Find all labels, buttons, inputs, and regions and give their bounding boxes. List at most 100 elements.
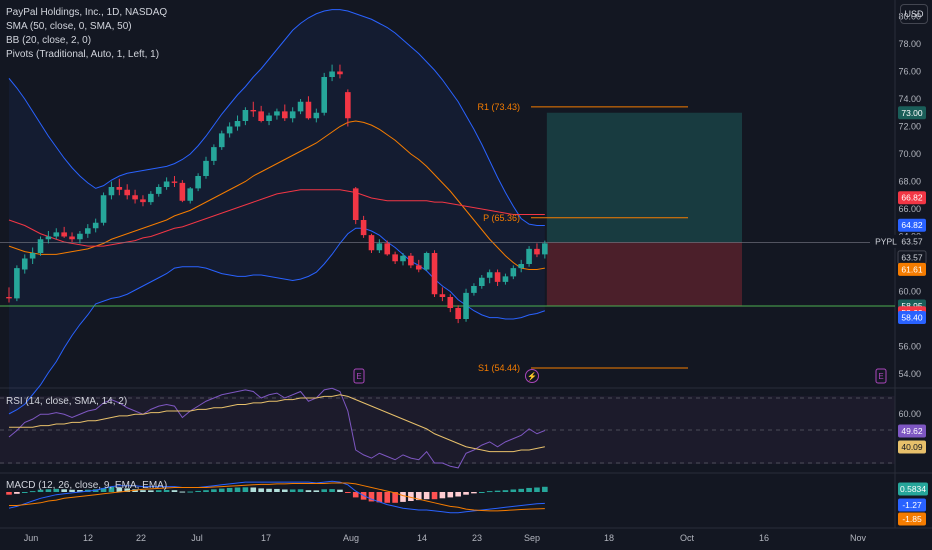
candle-body <box>494 272 501 282</box>
symbol-title[interactable]: PayPal Holdings, Inc., 1D, NASDAQ <box>6 7 168 18</box>
candle[interactable] <box>45 231 52 244</box>
candle[interactable] <box>203 156 209 179</box>
candle[interactable] <box>37 236 44 256</box>
candle[interactable] <box>250 101 257 117</box>
macd-line <box>8 480 545 514</box>
indicator-pivots[interactable]: Pivots (Traditional, Auto, 1, Left, 1) <box>6 49 160 60</box>
candle[interactable] <box>415 259 422 273</box>
candle[interactable] <box>282 104 288 122</box>
candle[interactable] <box>211 144 217 165</box>
candle-body <box>337 71 343 75</box>
candle[interactable] <box>471 283 477 296</box>
macd-histogram-bar <box>542 486 548 492</box>
dividend-lightning-icon[interactable] <box>525 369 539 383</box>
candle[interactable] <box>400 253 406 266</box>
candle[interactable] <box>494 269 501 287</box>
candle[interactable] <box>85 224 91 238</box>
macd-histogram-bar <box>100 487 107 492</box>
candle[interactable] <box>100 192 107 226</box>
candle[interactable] <box>392 251 398 264</box>
indicator-macd[interactable]: MACD (12, 26, close, 9, EMA, EMA) <box>6 480 168 491</box>
candle[interactable] <box>195 173 201 192</box>
candle[interactable] <box>289 107 296 123</box>
candle[interactable] <box>171 176 178 187</box>
candle-body <box>203 160 209 176</box>
candle[interactable] <box>384 240 391 256</box>
candle[interactable] <box>408 253 414 269</box>
candle[interactable] <box>376 239 383 253</box>
macd-histogram-bar <box>502 490 509 492</box>
candle[interactable] <box>352 187 359 225</box>
candle[interactable] <box>542 240 548 259</box>
candle[interactable] <box>234 115 241 131</box>
candle[interactable] <box>518 259 524 273</box>
candle[interactable] <box>155 184 162 197</box>
position-stop-zone[interactable] <box>546 242 742 306</box>
candle[interactable] <box>534 243 540 258</box>
candle[interactable] <box>53 228 60 240</box>
candle[interactable] <box>274 108 280 120</box>
candle[interactable] <box>6 287 12 303</box>
candle[interactable] <box>447 294 454 313</box>
bb-basis-line <box>8 120 545 270</box>
candle[interactable] <box>439 287 446 302</box>
candle[interactable] <box>258 105 264 123</box>
indicator-sma[interactable]: SMA (50, close, 0, SMA, 50) <box>6 21 132 32</box>
candle[interactable] <box>297 99 304 115</box>
candle[interactable] <box>116 178 123 196</box>
candle[interactable] <box>423 251 430 271</box>
candle[interactable] <box>69 232 75 242</box>
indicator-rsi[interactable]: RSI (14, close, SMA, 14, 2) <box>6 396 128 407</box>
candle[interactable] <box>92 218 99 233</box>
position-target-zone[interactable] <box>546 112 742 243</box>
macd-histogram-bar <box>297 489 304 492</box>
candle[interactable] <box>510 265 517 280</box>
candle[interactable] <box>140 195 146 207</box>
earnings-marker[interactable] <box>353 368 365 384</box>
candle[interactable] <box>218 130 225 150</box>
candle[interactable] <box>329 64 335 82</box>
candle[interactable] <box>463 288 469 322</box>
candle[interactable] <box>486 269 493 284</box>
candle[interactable] <box>124 184 130 200</box>
candle[interactable] <box>242 107 249 126</box>
candle[interactable] <box>345 89 351 127</box>
indicator-bb[interactable]: BB (20, close, 2, 0) <box>6 35 92 46</box>
candle[interactable] <box>226 122 233 138</box>
candle[interactable] <box>179 180 186 203</box>
time-tick: 16 <box>759 533 769 543</box>
candle[interactable] <box>266 112 272 126</box>
currency-button[interactable]: USD <box>900 4 928 24</box>
candle[interactable] <box>132 189 138 204</box>
candle[interactable] <box>431 250 438 297</box>
price-tick: 54.00 <box>898 369 921 379</box>
candle[interactable] <box>305 96 312 120</box>
candle-body <box>85 228 91 234</box>
time-tick: Jun <box>24 533 39 543</box>
candle[interactable] <box>61 226 67 238</box>
candle[interactable] <box>313 108 320 123</box>
pivot-label: R1 (73.43) <box>477 102 520 112</box>
candle[interactable] <box>360 215 367 238</box>
candle[interactable] <box>337 64 343 79</box>
macd-histogram-bar <box>45 489 52 492</box>
candle[interactable] <box>21 254 28 274</box>
candle[interactable] <box>77 231 83 244</box>
candle[interactable] <box>187 187 194 204</box>
candle[interactable] <box>526 246 532 267</box>
candle[interactable] <box>321 72 327 116</box>
price-tick: 76.00 <box>898 67 921 77</box>
candle[interactable] <box>163 177 170 190</box>
candle[interactable] <box>14 265 20 302</box>
candle[interactable] <box>479 275 485 289</box>
candle[interactable] <box>368 233 375 253</box>
candle[interactable] <box>108 181 115 200</box>
candle-body <box>45 236 52 240</box>
candle[interactable] <box>29 247 36 265</box>
earnings-marker-upcoming[interactable] <box>875 368 887 384</box>
macd-histogram-bar <box>345 492 351 493</box>
candle[interactable] <box>455 305 461 324</box>
candle[interactable] <box>502 273 509 285</box>
candle[interactable] <box>148 191 154 205</box>
